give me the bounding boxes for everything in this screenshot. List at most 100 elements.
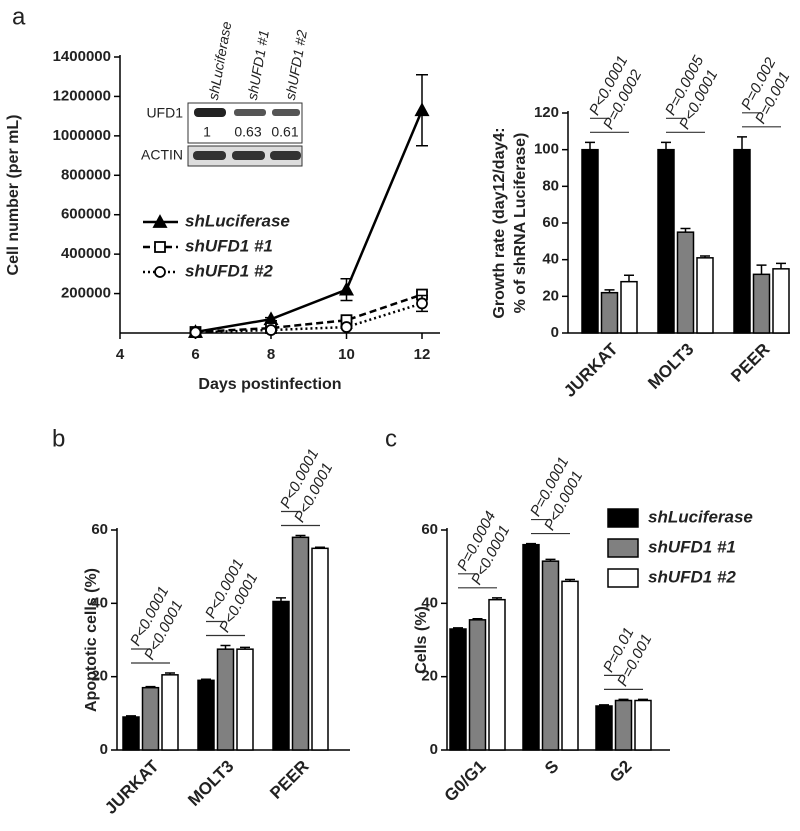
blot-band — [234, 109, 266, 116]
error-bar — [585, 141, 595, 150]
x-tick-label: 8 — [267, 346, 275, 363]
series-line — [195, 109, 424, 334]
marker — [414, 102, 430, 117]
error-bar — [756, 264, 767, 275]
y-tick-label: 80 — [542, 177, 559, 194]
legend-label: shUFD1 #2 — [648, 567, 736, 586]
bar — [468, 619, 487, 751]
bar — [657, 148, 675, 334]
x-tick-label: 10 — [338, 346, 355, 363]
legend-label: shLuciferase — [648, 507, 753, 526]
y-tick-label: 400000 — [61, 245, 111, 262]
x-tick-label: 12 — [414, 346, 431, 363]
legend-marker — [154, 241, 166, 253]
legend-label: shLuciferase — [185, 211, 290, 230]
x-tick-label: MOLT3 — [184, 757, 237, 810]
bar — [272, 600, 290, 751]
lane-label: shUFD1 #2 — [282, 28, 310, 101]
bar — [696, 257, 714, 334]
marker — [340, 321, 353, 333]
x-tick-label: JURKAT — [101, 756, 163, 818]
error-bar — [624, 274, 634, 282]
blot-band — [194, 108, 226, 117]
legend-swatch — [607, 538, 639, 558]
y-tick-label: 200000 — [61, 285, 111, 302]
y-tick-label: 20 — [91, 668, 108, 685]
y-tick-label: 0 — [551, 324, 559, 341]
bar — [614, 699, 633, 751]
bar — [541, 560, 560, 751]
row-label: UFD1 — [146, 105, 183, 121]
y-tick-label: 60 — [91, 521, 108, 538]
y-tick-label: 0 — [430, 741, 438, 758]
y-tick-label: 600000 — [61, 206, 111, 223]
bar — [161, 674, 179, 751]
x-tick-label: PEER — [266, 757, 312, 803]
x-tick-label: PEER — [727, 340, 773, 386]
y-tick-label: 40 — [542, 251, 559, 268]
panel-label: a — [12, 3, 26, 30]
y-axis-label: Growth rate (day12/day4: — [491, 127, 508, 318]
bar — [122, 716, 140, 751]
y-tick-label: 40 — [421, 594, 438, 611]
blot-band — [193, 151, 226, 160]
blot-band — [272, 109, 300, 116]
error-bar — [737, 136, 747, 150]
series-line — [195, 293, 423, 334]
x-tick-label: 4 — [116, 346, 125, 363]
bar — [522, 543, 540, 751]
western-blot-inset: shLuciferase shUFD1 #1 shUFD1 #2 UFD1 1 … — [141, 20, 310, 167]
blot-band — [270, 151, 301, 160]
bar — [620, 280, 638, 334]
x-tick-label: G2 — [606, 757, 635, 786]
quantification: 0.63 — [234, 124, 261, 140]
legend-label: shUFD1 #1 — [185, 236, 273, 255]
bar — [197, 679, 215, 751]
bar — [634, 699, 652, 751]
lane-label: shLuciferase — [205, 20, 235, 101]
marker — [265, 324, 277, 336]
bar — [311, 547, 329, 751]
bar — [141, 686, 160, 751]
y-tick-label: 0 — [100, 741, 108, 758]
error-bar — [661, 141, 671, 150]
blot-band — [232, 151, 265, 160]
bar — [561, 580, 579, 751]
bar — [733, 148, 751, 334]
y-tick-label: 20 — [542, 287, 559, 304]
bar — [772, 268, 790, 334]
y-tick-label: 1400000 — [53, 48, 111, 65]
y-tick-label: 800000 — [61, 166, 111, 183]
panel-label: c — [385, 425, 397, 452]
bar — [676, 231, 695, 334]
y-tick-label: 60 — [542, 214, 559, 231]
legend-swatch — [607, 508, 639, 528]
quantification: 1 — [203, 124, 211, 140]
panel-label: b — [52, 425, 65, 452]
y-tick-label: 100 — [534, 141, 559, 158]
legend-marker — [152, 214, 168, 228]
x-tick-label: G0/G1 — [441, 757, 490, 806]
x-tick-label: 6 — [191, 346, 199, 363]
y-tick-label: 40 — [91, 594, 108, 611]
bar — [752, 273, 771, 334]
legend-marker — [154, 266, 166, 278]
x-tick-label: JURKAT — [560, 339, 622, 401]
y-tick-label: 120 — [534, 104, 559, 121]
error-bar — [776, 262, 786, 269]
bar — [488, 598, 506, 751]
bar — [449, 628, 467, 751]
row-label: ACTIN — [141, 147, 183, 163]
series-line — [195, 302, 423, 334]
marker — [338, 281, 355, 296]
y-axis-label: Cells (%) — [413, 606, 430, 674]
y-tick-label: 1000000 — [53, 127, 111, 144]
quantification: 0.61 — [271, 124, 298, 140]
x-tick-label: S — [541, 757, 562, 778]
y-tick-label: 1200000 — [53, 87, 111, 104]
y-axis-label: % of shRNA Luciferase) — [512, 133, 529, 314]
y-tick-label: 60 — [421, 521, 438, 538]
legend-label: shUFD1 #1 — [648, 537, 736, 556]
lane-label: shUFD1 #1 — [244, 29, 272, 102]
